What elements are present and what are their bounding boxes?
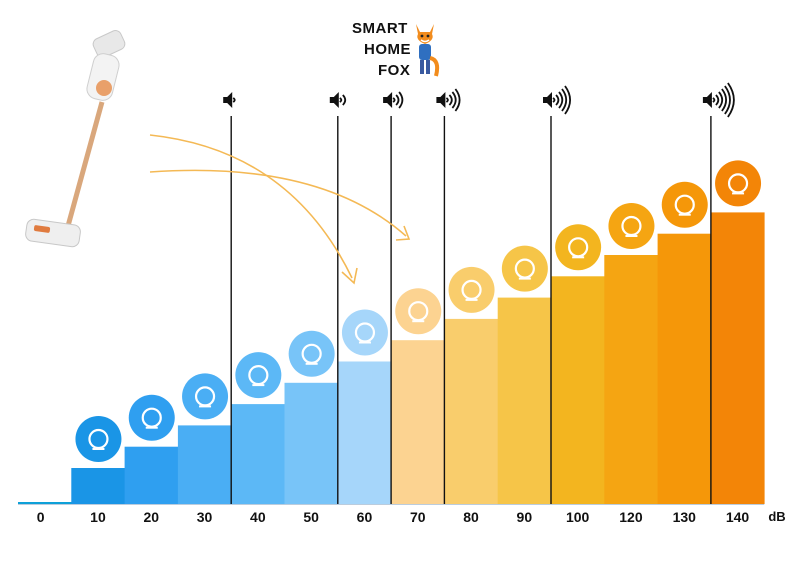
arrow-to-70 — [149, 169, 407, 237]
bar-130 — [657, 233, 712, 504]
bar-30 — [177, 425, 232, 504]
unit-label: dB — [768, 509, 785, 524]
speaker-icon — [383, 91, 404, 109]
bar-40 — [231, 404, 285, 504]
bar-20 — [124, 446, 179, 504]
speaker-icon — [329, 92, 347, 108]
logo-line-2: HOME — [364, 41, 411, 58]
hair-dryer-icon — [501, 245, 548, 292]
logo-line-1: SMART — [352, 20, 408, 37]
tick-label-10: 10 — [90, 509, 106, 525]
fireworks-icon — [715, 160, 762, 207]
tick-label-130: 130 — [673, 509, 697, 525]
tick-label-70: 70 — [410, 509, 426, 525]
rain-icon — [288, 330, 335, 377]
lungs-icon — [75, 416, 122, 462]
tick-label-90: 90 — [517, 509, 533, 525]
tick-label-120: 120 — [619, 509, 643, 525]
tick-label-20: 20 — [143, 509, 159, 525]
speech-bubbles-icon — [341, 309, 388, 356]
bar-140 — [710, 212, 765, 504]
tick-label-0: 0 — [37, 509, 45, 525]
blender-icon — [555, 224, 602, 271]
speaker-icon — [223, 92, 236, 108]
bar-120 — [604, 255, 658, 504]
tick-label-60: 60 — [357, 509, 373, 525]
fox-icon — [416, 24, 440, 77]
bar-60 — [337, 361, 392, 504]
piano-icon — [448, 266, 495, 313]
whisper-icon — [182, 373, 229, 420]
logo-line-3: FOX — [378, 62, 411, 79]
police-car-icon — [661, 181, 708, 228]
trombone-icon — [608, 203, 655, 249]
washing-machine-icon — [395, 288, 442, 335]
arrowhead-70 — [395, 225, 411, 241]
bar-100 — [551, 276, 605, 504]
speaker-icon — [543, 85, 571, 115]
tick-label-100: 100 — [566, 509, 590, 525]
smart-home-fox-logo: SMART HOME FOX — [352, 20, 442, 82]
bar-80 — [444, 318, 499, 504]
tick-label-30: 30 — [197, 509, 213, 525]
tick-label-140: 140 — [726, 509, 750, 525]
bar-10 — [71, 468, 125, 504]
speaker-icon — [702, 82, 735, 118]
bar-70 — [391, 340, 445, 504]
speaker-icon — [436, 88, 461, 112]
arrow-to-60 — [149, 134, 353, 279]
tick-label-50: 50 — [303, 509, 319, 525]
fridge-icon — [235, 352, 282, 399]
tick-label-40: 40 — [250, 509, 266, 525]
bar-0 — [18, 502, 72, 504]
vacuum-cleaner-icon — [25, 30, 126, 248]
tick-label-80: 80 — [463, 509, 479, 525]
bar-50 — [284, 382, 339, 504]
arrowhead-60 — [341, 267, 358, 285]
leaves-icon — [128, 394, 175, 441]
bar-90 — [497, 297, 552, 504]
